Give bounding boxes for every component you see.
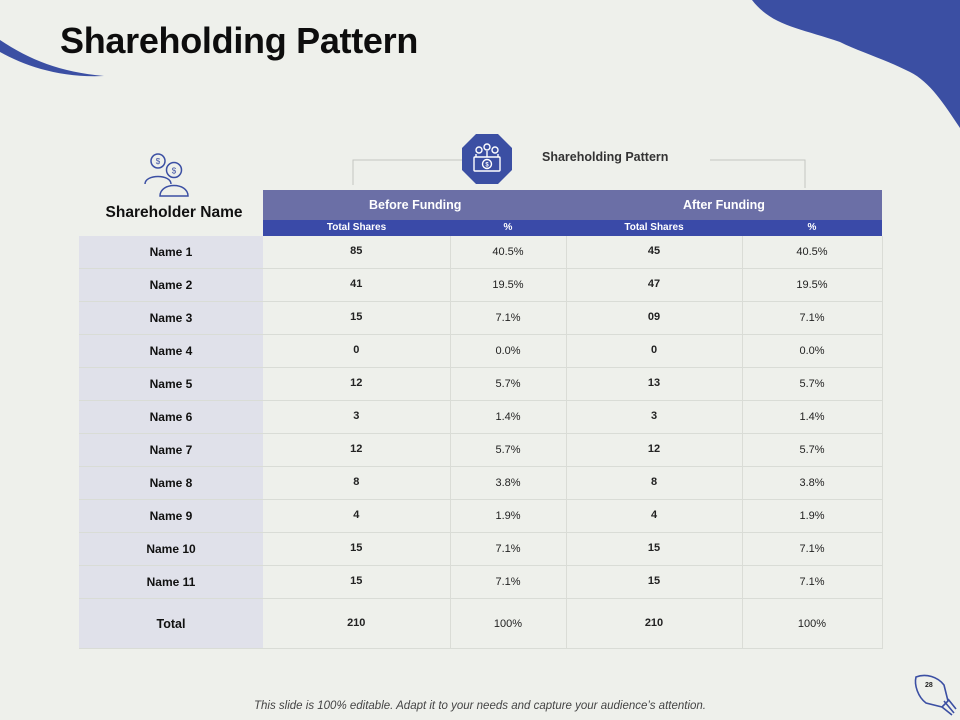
after-shares-cell: 09 (566, 301, 743, 335)
after-pct-cell: 7.1% (742, 532, 883, 566)
before-pct-cell: 1.4% (450, 400, 567, 434)
after-shares-cell: 47 (566, 268, 743, 302)
footer-note: This slide is 100% editable. Adapt it to… (254, 700, 706, 712)
before-pct-cell: 7.1% (450, 532, 567, 566)
after-shares-cell: 0 (566, 334, 743, 368)
rocket-icon (914, 674, 957, 716)
after-pct-cell: 40.5% (742, 236, 883, 269)
before-pct-cell: 40.5% (450, 236, 567, 269)
name-cell: Name 11 (79, 565, 263, 599)
after-shares-cell: 12 (566, 433, 743, 467)
before-shares-cell: 8 (263, 466, 451, 500)
shareholding-table: Name 1 85 40.5% 45 40.5% Name 2 41 19.5% 47 19.5%… (79, 236, 883, 649)
table-row: Name 9 4 1.9% 4 1.9% (79, 499, 883, 533)
decorative-swoosh (0, 0, 960, 128)
before-pct-cell: 7.1% (450, 565, 567, 599)
shareholder-name-header: Shareholder Name (105, 204, 243, 221)
before-pct-cell: 100% (450, 598, 567, 649)
svg-text:$: $ (156, 157, 161, 166)
table-row: Name 2 41 19.5% 47 19.5% (79, 268, 883, 302)
svg-text:$: $ (172, 167, 177, 176)
before-pct-cell: 0.0% (450, 334, 567, 368)
name-cell: Name 3 (79, 301, 263, 335)
table-sub-header: Total Shares % Total Shares % (263, 220, 882, 236)
table-row: Name 8 8 3.8% 8 3.8% (79, 466, 883, 500)
after-shares-cell: 15 (566, 565, 743, 599)
after-pct-cell: 1.9% (742, 499, 883, 533)
before-shares-cell: 41 (263, 268, 451, 302)
badge-connector-lines (352, 159, 806, 188)
before-shares-cell: 12 (263, 367, 451, 401)
after-pct-cell: 0.0% (742, 334, 883, 368)
table-row: Name 11 15 7.1% 15 7.1% (79, 565, 883, 599)
after-percent-header: % (807, 222, 817, 233)
before-shares-cell: 15 (263, 565, 451, 599)
name-cell: Name 10 (79, 532, 263, 566)
table-group-header: Before Funding After Funding (263, 190, 882, 220)
before-shares-cell: 0 (263, 334, 451, 368)
after-pct-cell: 7.1% (742, 301, 883, 335)
after-total-shares-header: Total Shares (624, 222, 684, 233)
after-pct-cell: 7.1% (742, 565, 883, 599)
before-pct-cell: 5.7% (450, 367, 567, 401)
table-row: Name 1 85 40.5% 45 40.5% (79, 236, 883, 269)
name-cell: Name 4 (79, 334, 263, 368)
after-pct-cell: 3.8% (742, 466, 883, 500)
after-shares-cell: 13 (566, 367, 743, 401)
after-shares-cell: 45 (566, 236, 743, 269)
before-pct-cell: 7.1% (450, 301, 567, 335)
before-pct-cell: 5.7% (450, 433, 567, 467)
after-pct-cell: 5.7% (742, 367, 883, 401)
before-pct-cell: 19.5% (450, 268, 567, 302)
page-title: Shareholding Pattern (60, 20, 419, 61)
after-shares-cell: 210 (566, 598, 743, 649)
before-shares-cell: 85 (263, 236, 451, 269)
before-shares-cell: 15 (263, 301, 451, 335)
after-funding-header: After Funding (683, 198, 765, 212)
before-pct-cell: 3.8% (450, 466, 567, 500)
table-row: Name 3 15 7.1% 09 7.1% (79, 301, 883, 335)
after-pct-cell: 100% (742, 598, 883, 649)
table-row: Name 5 12 5.7% 13 5.7% (79, 367, 883, 401)
name-cell: Name 1 (79, 236, 263, 269)
total-row: Total 210 100% 210 100% (79, 598, 883, 649)
after-shares-cell: 4 (566, 499, 743, 533)
before-pct-cell: 1.9% (450, 499, 567, 533)
shareholding-badge-icon: $ (462, 134, 512, 184)
table-row: Name 4 0 0.0% 0 0.0% (79, 334, 883, 368)
after-shares-cell: 3 (566, 400, 743, 434)
page-number: 28 (925, 682, 933, 689)
svg-text:$: $ (485, 163, 489, 169)
shareholding-table-body: Name 1 85 40.5% 45 40.5% Name 2 41 19.5% 47 19.5%… (79, 236, 883, 649)
before-total-shares-header: Total Shares (326, 222, 387, 233)
before-shares-cell: 4 (263, 499, 451, 533)
after-pct-cell: 5.7% (742, 433, 883, 467)
badge-label: Shareholding Pattern (542, 150, 675, 164)
table-row: Name 6 3 1.4% 3 1.4% (79, 400, 883, 434)
after-shares-cell: 15 (566, 532, 743, 566)
table-row: Name 7 12 5.7% 12 5.7% (79, 433, 883, 467)
name-cell: Name 6 (79, 400, 263, 434)
name-cell: Name 8 (79, 466, 263, 500)
shareholders-people-icon: $ $ (144, 153, 189, 197)
before-percent-header: % (503, 222, 513, 233)
after-pct-cell: 1.4% (742, 400, 883, 434)
after-shares-cell: 8 (566, 466, 743, 500)
name-cell: Name 2 (79, 268, 263, 302)
before-funding-header: Before Funding (369, 198, 462, 212)
after-pct-cell: 19.5% (742, 268, 883, 302)
name-cell: Name 5 (79, 367, 263, 401)
name-cell: Name 7 (79, 433, 263, 467)
before-shares-cell: 15 (263, 532, 451, 566)
name-cell: Name 9 (79, 499, 263, 533)
name-cell: Total (79, 598, 263, 649)
before-shares-cell: 210 (263, 598, 451, 649)
before-shares-cell: 3 (263, 400, 451, 434)
before-shares-cell: 12 (263, 433, 451, 467)
table-row: Name 10 15 7.1% 15 7.1% (79, 532, 883, 566)
